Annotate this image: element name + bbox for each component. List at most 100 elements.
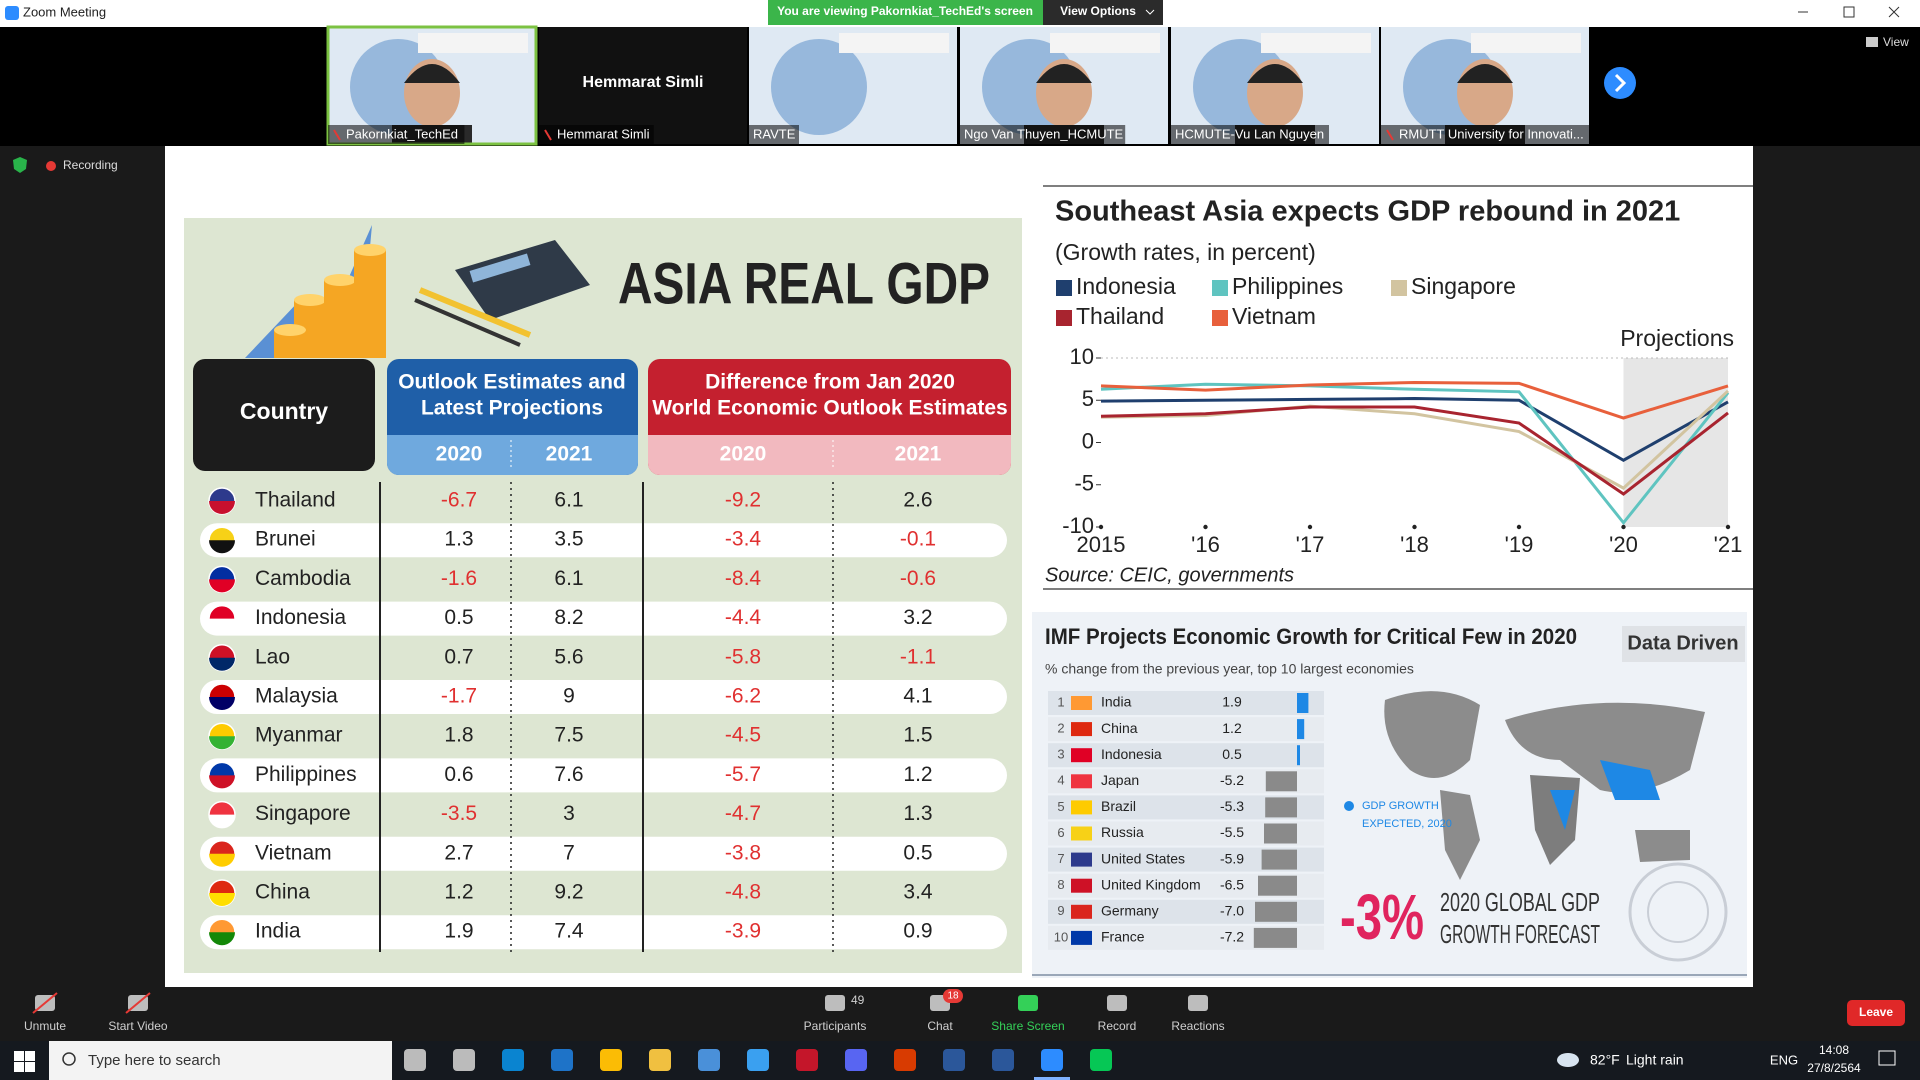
- taskbar-app[interactable]: [1041, 1049, 1063, 1071]
- imf-subtitle: % change from the previous year, top 10 …: [1045, 661, 1414, 677]
- flag-half: [209, 618, 235, 632]
- taskbar-app[interactable]: [600, 1049, 622, 1071]
- search-box[interactable]: [49, 1041, 392, 1080]
- country-name: India: [255, 920, 301, 943]
- value-label: -5.5: [1220, 824, 1244, 840]
- projection-label: Projections: [1620, 325, 1734, 351]
- table-value: 0.6: [444, 763, 473, 786]
- x-tick-label: '16: [1191, 532, 1220, 557]
- difference-years-top: [648, 435, 1011, 447]
- table-value: 3.2: [903, 606, 932, 629]
- series-line: [1100, 405, 1729, 496]
- taskbar-app[interactable]: [894, 1049, 916, 1071]
- maximize-button[interactable]: [1843, 6, 1855, 18]
- taskbar-app[interactable]: [404, 1049, 426, 1071]
- value-label: -7.0: [1220, 903, 1244, 919]
- leave-button[interactable]: [1847, 1000, 1905, 1026]
- x-tick-label: '21: [1714, 532, 1743, 557]
- share-screen-label[interactable]: Share Screen: [991, 1019, 1064, 1033]
- start-video-label[interactable]: Start Video: [108, 1019, 167, 1033]
- table-value: -6.2: [725, 685, 761, 708]
- table-value: 3.4: [903, 881, 933, 904]
- slide-globe: [771, 39, 867, 135]
- chat-label[interactable]: Chat: [927, 1019, 953, 1033]
- start-logo: [14, 1051, 24, 1061]
- taskbar-app[interactable]: [1090, 1049, 1112, 1071]
- taskbar-app[interactable]: [551, 1049, 573, 1071]
- table-value: 8.2: [554, 606, 583, 629]
- y-tick-label: 0: [1082, 428, 1094, 453]
- table-value: -3.4: [725, 528, 762, 551]
- reactions-icon[interactable]: [1188, 995, 1208, 1011]
- y-tick-label: 5: [1082, 386, 1094, 411]
- x-tick: [1516, 524, 1522, 530]
- x-tick: [1307, 524, 1313, 530]
- share-screen-icon[interactable]: [1018, 995, 1038, 1011]
- clock-date: 27/8/2564: [1807, 1061, 1861, 1075]
- record-label[interactable]: Record: [1098, 1019, 1137, 1033]
- table-value: 1.9: [444, 920, 473, 943]
- bar: [1255, 901, 1297, 922]
- x-tick: [1621, 524, 1626, 530]
- view-options-button[interactable]: [1043, 0, 1163, 25]
- view-button[interactable]: View: [1883, 35, 1909, 49]
- country-header: [193, 359, 375, 471]
- taskbar-app[interactable]: [649, 1049, 671, 1071]
- value-label: -6.5: [1220, 876, 1244, 892]
- series-line: [1100, 397, 1729, 462]
- table-value: -4.7: [725, 802, 761, 825]
- table-value: 9: [563, 685, 575, 708]
- unmute-label[interactable]: Unmute: [24, 1019, 66, 1033]
- bar: [1297, 719, 1305, 740]
- participants-label[interactable]: Participants: [804, 1019, 867, 1033]
- tile-label: RMUTT University for Innovati...: [1399, 126, 1584, 141]
- taskbar-app[interactable]: [747, 1049, 769, 1071]
- row-highlight: [200, 680, 1007, 714]
- table-value: 6.1: [554, 567, 583, 590]
- next-page-button[interactable]: [1604, 67, 1636, 99]
- participants-count: 49: [851, 993, 865, 1007]
- participants-icon[interactable]: [825, 995, 845, 1011]
- taskbar-app[interactable]: [992, 1049, 1014, 1071]
- taskbar-app[interactable]: [698, 1049, 720, 1071]
- country-name: United Kingdom: [1101, 876, 1201, 892]
- taskbar-app[interactable]: [796, 1049, 818, 1071]
- temperature: 82°F: [1590, 1052, 1620, 1068]
- rank: 6: [1057, 825, 1064, 840]
- row-bg: [1048, 743, 1324, 768]
- country-header-label: Country: [240, 398, 328, 424]
- flag-half: [209, 697, 235, 710]
- leave-label[interactable]: Leave: [1859, 1005, 1893, 1019]
- weather: Light rain: [1626, 1052, 1684, 1068]
- badge-bg: [1622, 626, 1745, 662]
- x-tick: [1412, 524, 1417, 530]
- table-value: -3.8: [725, 841, 761, 864]
- row-bg: [1048, 691, 1324, 715]
- reactions-label[interactable]: Reactions: [1171, 1019, 1224, 1033]
- search-icon: [62, 1052, 76, 1066]
- slide-header: [1261, 33, 1371, 53]
- table-value: -1.1: [900, 645, 936, 668]
- taskbar-app[interactable]: [502, 1049, 524, 1071]
- notification-icon[interactable]: [1878, 1050, 1896, 1066]
- taskbar-app[interactable]: [453, 1049, 475, 1071]
- taskbar-app[interactable]: [845, 1049, 867, 1071]
- row-highlight: [200, 601, 1007, 636]
- bar: [1264, 823, 1297, 844]
- legend-label: Indonesia: [1076, 273, 1176, 299]
- taskbar-app[interactable]: [943, 1049, 965, 1071]
- country-name: Lao: [255, 645, 290, 668]
- coin-top: [324, 274, 356, 286]
- table-value: -6.7: [441, 489, 477, 512]
- row-bg: [1048, 717, 1324, 742]
- table-title: ASIA REAL GDP: [618, 251, 990, 316]
- country-name: Singapore: [255, 802, 351, 825]
- tile-label: Hemmarat Simli: [557, 126, 650, 141]
- participant-hair: [404, 64, 460, 83]
- tile-label: RAVTE: [753, 126, 796, 141]
- mute-icon: [333, 129, 341, 141]
- close-button[interactable]: [1888, 6, 1900, 18]
- clock-time: 14:08: [1819, 1043, 1849, 1057]
- muted-slash: [32, 992, 58, 1014]
- record-icon[interactable]: [1107, 995, 1127, 1011]
